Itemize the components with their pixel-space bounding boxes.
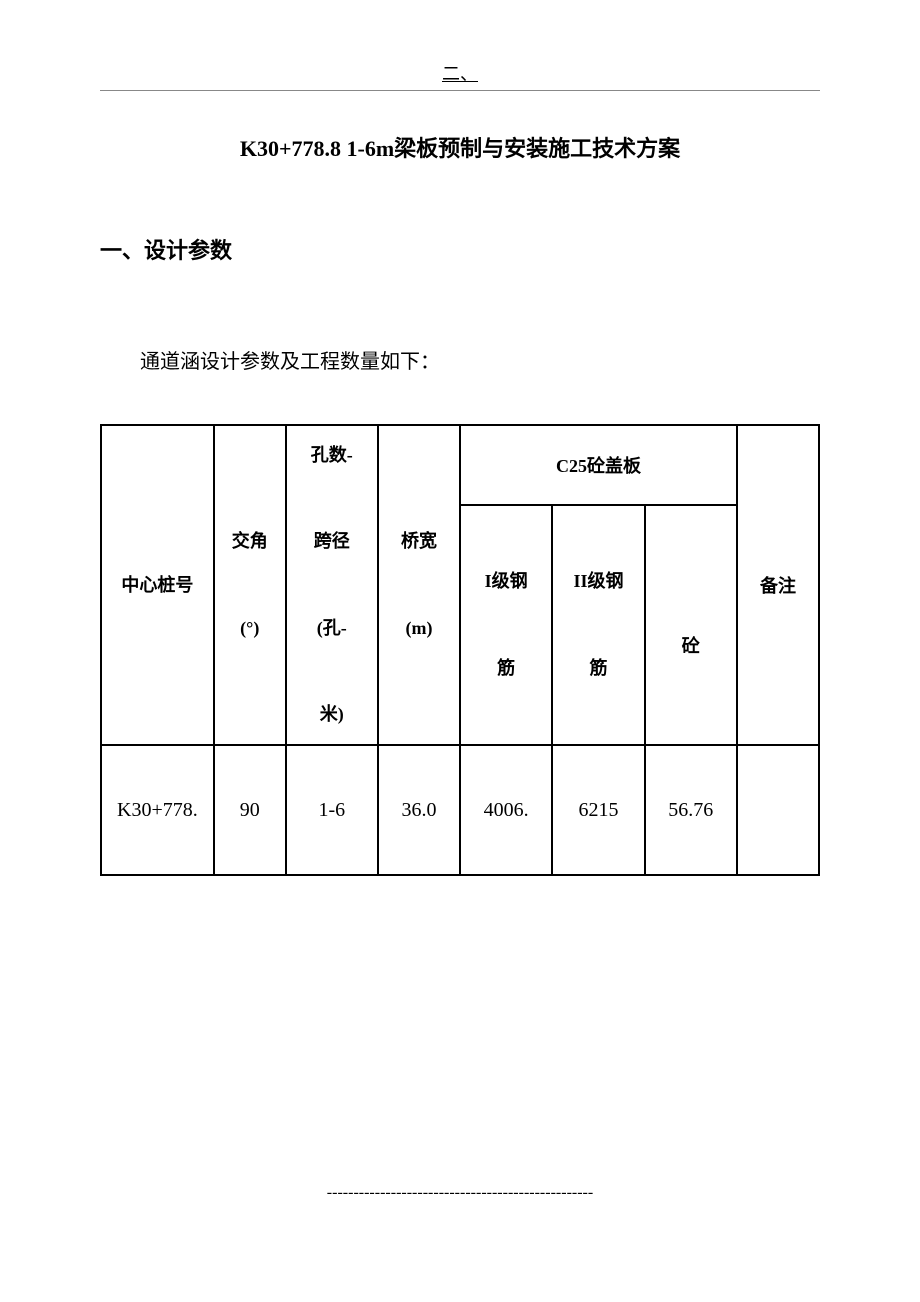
cell-steel-2: 6215: [552, 745, 644, 875]
header-steel-1: I级钢 筋: [460, 505, 552, 745]
header-angle-unit: (°): [219, 607, 281, 650]
cell-bridge-width: 36.0: [378, 745, 460, 875]
header-steel2-label2: 筋: [557, 647, 639, 690]
cell-remark: [737, 745, 819, 875]
header-angle: 交角 (°): [214, 425, 286, 745]
footer-separator: ----------------------------------------…: [0, 1184, 920, 1202]
top-horizontal-rule: [100, 90, 820, 91]
intro-paragraph: 通道涵设计参数及工程数量如下：: [140, 345, 820, 374]
header-span-unit: (孔-: [291, 607, 373, 650]
section-heading: 一、设计参数: [100, 233, 820, 265]
top-section-mark: 二、: [100, 60, 820, 86]
header-steel-2: II级钢 筋: [552, 505, 644, 745]
cell-center-pile: K30+778.: [101, 745, 214, 875]
header-concrete: 砼: [645, 505, 737, 745]
header-center-pile: 中心桩号: [101, 425, 214, 745]
cell-angle: 90: [214, 745, 286, 875]
cell-holes-span: 1-6: [286, 745, 378, 875]
header-steel1-label2: 筋: [465, 647, 547, 690]
header-steel1-label: I级钢: [465, 560, 547, 603]
table-data-row: K30+778. 90 1-6 36.0 4006. 6215 56.76: [101, 745, 819, 875]
header-steel2-label: II级钢: [557, 560, 639, 603]
header-c25-cover: C25砼盖板: [460, 425, 737, 505]
header-remark: 备注: [737, 425, 819, 745]
header-concrete-label: 砼: [650, 625, 732, 668]
parameters-table: 中心桩号 交角 (°) 孔数- 跨径 (孔- 米) 桥宽 (m) C25砼盖板: [100, 424, 820, 876]
header-bridge-width: 桥宽 (m): [378, 425, 460, 745]
header-width-label: 桥宽: [383, 520, 455, 563]
cell-concrete: 56.76: [645, 745, 737, 875]
header-angle-label: 交角: [219, 520, 281, 563]
cell-steel-1: 4006.: [460, 745, 552, 875]
header-holes-label: 孔数-: [291, 434, 373, 477]
header-holes-span: 孔数- 跨径 (孔- 米): [286, 425, 378, 745]
header-span-label: 跨径: [291, 520, 373, 563]
header-width-unit: (m): [383, 607, 455, 650]
table-header-row-1: 中心桩号 交角 (°) 孔数- 跨径 (孔- 米) 桥宽 (m) C25砼盖板: [101, 425, 819, 505]
header-span-unit2: 米): [291, 693, 373, 736]
document-title: K30+778.8 1-6m梁板预制与安装施工技术方案: [100, 131, 820, 163]
